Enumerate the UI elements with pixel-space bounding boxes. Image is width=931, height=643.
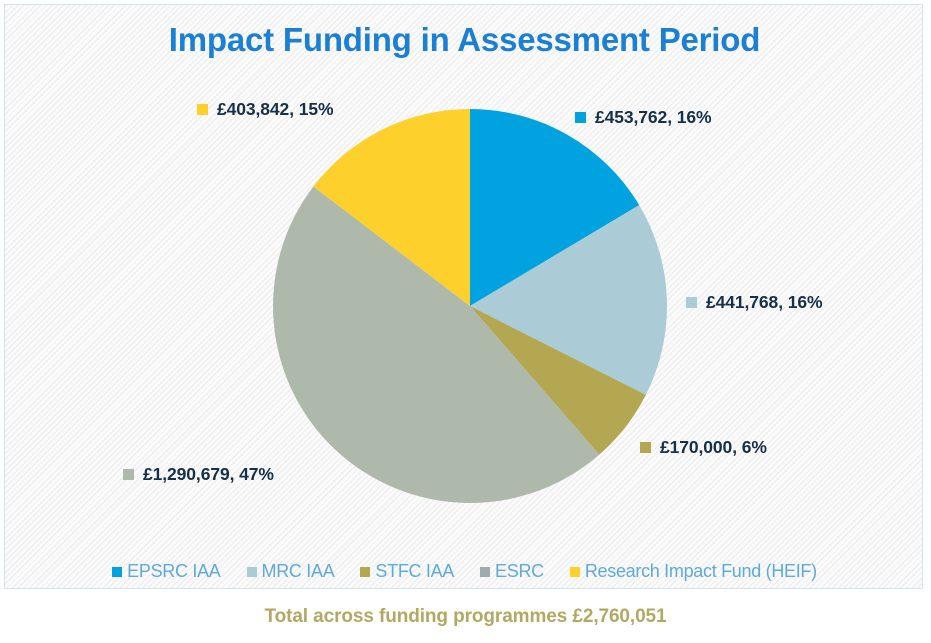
- swatch-research-impact-fund: [197, 104, 208, 115]
- footer-total: Total across funding programmes £2,760,0…: [264, 606, 667, 627]
- pie-slice[interactable]: [313, 109, 470, 306]
- legend-swatch: [246, 566, 257, 577]
- swatch-esrc: [123, 469, 134, 480]
- legend-item[interactable]: EPSRC IAA: [112, 561, 221, 582]
- legend-item-label: EPSRC IAA: [127, 561, 221, 581]
- legend-swatch: [569, 566, 580, 577]
- chart-legend: EPSRC IAA MRC IAA STFC IAA ESRC Research Imp…: [5, 561, 922, 582]
- swatch-epsrc: [575, 112, 586, 123]
- chart-frame: Impact Funding in Assessment Period £403…: [4, 4, 923, 589]
- legend-item-label: ESRC: [495, 561, 544, 581]
- pie-slice[interactable]: [273, 186, 600, 503]
- legend-swatch: [360, 566, 371, 577]
- legend-item-label: STFC IAA: [375, 561, 455, 581]
- legend-item[interactable]: MRC IAA: [246, 561, 335, 582]
- data-label-esrc: £1,290,679, 47%: [123, 464, 274, 485]
- pie-slices: [273, 109, 668, 503]
- legend-swatch: [112, 566, 123, 577]
- swatch-stfc: [640, 442, 651, 453]
- data-label-text: £453,762, 16%: [595, 107, 712, 127]
- data-label-mrc: £441,768, 16%: [686, 292, 823, 313]
- legend-item-label: MRC IAA: [261, 561, 335, 581]
- pie-slice[interactable]: [470, 205, 668, 395]
- data-label-epsrc: £453,762, 16%: [575, 107, 712, 128]
- legend-swatch: [480, 566, 491, 577]
- pie-slice[interactable]: [470, 306, 646, 455]
- pie-chart[interactable]: [269, 105, 671, 507]
- legend-item[interactable]: STFC IAA: [360, 561, 454, 582]
- legend-item[interactable]: Research Impact Fund (HEIF): [569, 561, 817, 582]
- legend-item-label: Research Impact Fund (HEIF): [584, 561, 817, 581]
- swatch-mrc: [686, 297, 697, 308]
- data-label-text: £403,842, 15%: [217, 99, 334, 119]
- data-label-text: £1,290,679, 47%: [143, 464, 274, 484]
- data-label-stfc: £170,000, 6%: [640, 437, 767, 458]
- pie-slice[interactable]: [470, 109, 640, 306]
- chart-title: Impact Funding in Assessment Period: [168, 21, 761, 58]
- legend-item[interactable]: ESRC: [480, 561, 544, 582]
- data-label-text: £441,768, 16%: [706, 292, 823, 312]
- pie-svg: [273, 109, 668, 503]
- data-label-text: £170,000, 6%: [660, 437, 767, 457]
- data-label-research-impact-fund: £403,842, 15%: [197, 99, 334, 120]
